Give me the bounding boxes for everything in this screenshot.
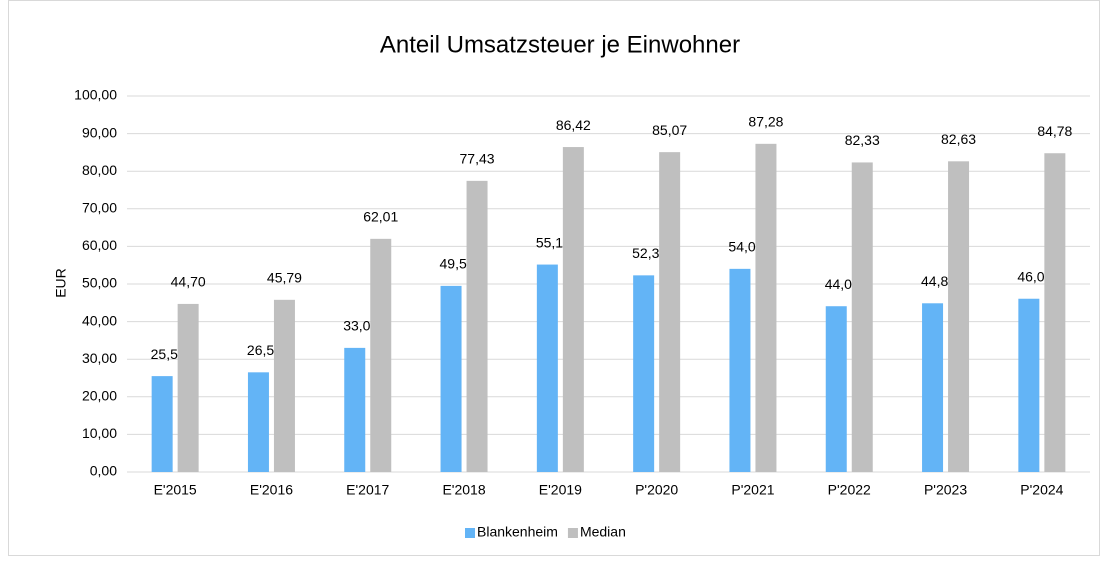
x-tick-label: E'2017	[346, 482, 389, 498]
bar	[466, 180, 488, 472]
bar	[370, 238, 392, 472]
bar	[825, 306, 847, 472]
bar	[659, 152, 681, 473]
y-tick-label: 60,00	[82, 237, 117, 253]
y-tick-label: 50,00	[82, 275, 117, 291]
bar	[1044, 153, 1066, 472]
x-tick-label: P'2021	[731, 482, 774, 498]
bar	[273, 299, 295, 472]
data-label: 45,79	[267, 270, 302, 286]
data-label: 82,33	[845, 132, 880, 148]
x-tick-label: P'2020	[635, 482, 678, 498]
bar	[851, 162, 873, 472]
bar	[633, 275, 655, 472]
y-tick-label: 90,00	[82, 124, 117, 140]
bar	[536, 264, 558, 472]
y-tick-label: 70,00	[82, 200, 117, 216]
bar	[562, 147, 584, 473]
data-label: 49,50	[440, 256, 475, 272]
chart-title: Anteil Umsatzsteuer je Einwohner	[380, 31, 740, 58]
x-tick-label: P'2022	[828, 482, 871, 498]
x-tick-label: E'2018	[442, 482, 485, 498]
data-label: 77,43	[460, 151, 495, 167]
y-tick-label: 100,00	[74, 87, 117, 103]
legend-swatch	[465, 528, 475, 538]
data-label: 26,51	[247, 342, 282, 358]
bar	[344, 347, 366, 472]
y-axis-label: EUR	[53, 268, 69, 298]
bar	[948, 161, 970, 472]
bar	[247, 372, 269, 472]
data-label: 55,17	[536, 234, 571, 250]
x-tick-label: E'2015	[154, 482, 197, 498]
data-label: 85,07	[652, 122, 687, 138]
x-tick-label: E'2016	[250, 482, 293, 498]
data-label: 33,01	[343, 318, 378, 334]
data-label: 25,50	[151, 346, 186, 362]
x-tick-label: P'2024	[1020, 482, 1063, 498]
data-label: 54,03	[728, 239, 763, 255]
y-tick-label: 20,00	[82, 388, 117, 404]
data-label: 46,08	[1017, 268, 1052, 284]
bar	[440, 285, 462, 472]
data-label: 44,09	[825, 276, 860, 292]
y-tick-label: 30,00	[82, 350, 117, 366]
bar	[922, 303, 944, 472]
legend-swatch	[567, 528, 578, 538]
data-label: 44,70	[171, 274, 206, 290]
legend-label: Blankenheim	[477, 524, 558, 540]
bar	[177, 303, 199, 472]
legend-label: Median	[580, 524, 626, 540]
data-label: 87,28	[748, 114, 783, 130]
y-tick-label: 0,00	[90, 463, 117, 479]
data-label: 86,42	[556, 117, 591, 133]
bar	[1018, 298, 1040, 472]
y-tick-label: 10,00	[82, 425, 117, 441]
y-tick-label: 40,00	[82, 312, 117, 328]
data-label: 82,63	[941, 131, 976, 147]
bar	[755, 143, 777, 472]
data-label: 52,30	[632, 245, 667, 261]
bar	[729, 268, 751, 472]
x-tick-label: E'2019	[539, 482, 582, 498]
bar	[151, 376, 173, 472]
data-label: 44,87	[921, 273, 956, 289]
x-tick-label: P'2023	[924, 482, 967, 498]
y-tick-label: 80,00	[82, 162, 117, 178]
data-label: 84,78	[1037, 123, 1072, 139]
data-label: 62,01	[363, 209, 398, 225]
